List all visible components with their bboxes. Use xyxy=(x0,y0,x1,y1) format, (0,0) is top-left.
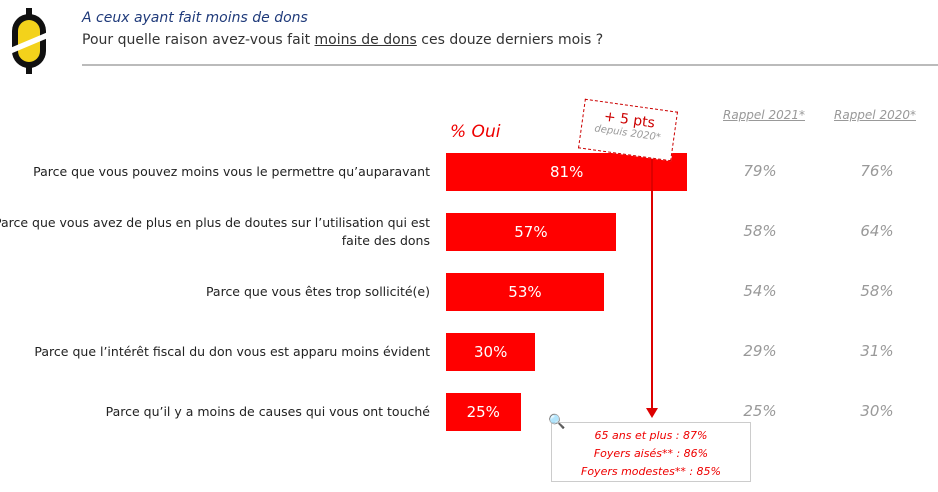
category-label: Parce que vous avez de plus en plus de d… xyxy=(0,215,430,248)
rappel-2020-value: 58% xyxy=(860,282,894,300)
bar: 30% xyxy=(446,333,536,371)
rappel-2020-value: 64% xyxy=(860,222,894,240)
header-rappel-2021: Rappel 2021* xyxy=(723,108,805,122)
bar: 25% xyxy=(446,393,521,431)
header-rappel-2020: Rappel 2020* xyxy=(834,108,916,122)
rappel-2020-value: 30% xyxy=(860,402,894,420)
category-label: Parce que l’intérêt fiscal du don vous e… xyxy=(34,344,430,359)
category-label: Parce que vous pouvez moins vous le perm… xyxy=(33,164,430,179)
rappel-2020-value: 31% xyxy=(860,342,894,360)
bar: 53% xyxy=(446,273,604,311)
bar: 57% xyxy=(446,213,616,251)
bar-value-label: 53% xyxy=(508,283,542,301)
rappel-2021-value: 29% xyxy=(743,342,777,360)
rappel-2021-value: 79% xyxy=(743,162,777,180)
divider xyxy=(82,64,938,66)
chart-title: % Oui xyxy=(450,122,501,142)
detail-line: Foyers modestes** : 85% xyxy=(581,465,721,478)
category-label: Parce qu’il y a moins de causes qui vous… xyxy=(105,404,430,419)
detail-line: 65 ans et plus : 87% xyxy=(594,429,708,442)
detail-box: 65 ans et plus : 87% Foyers aisés** : 86… xyxy=(551,422,751,482)
bar-value-label: 30% xyxy=(474,343,508,361)
rappel-2020-value: 76% xyxy=(860,162,894,180)
delta-callout: + 5 pts depuis 2020* xyxy=(577,98,679,162)
bar-value-label: 57% xyxy=(514,223,548,241)
magnifier-icon: 🔍 xyxy=(548,414,566,430)
rappel-2021-value: 58% xyxy=(743,222,777,240)
rappel-2021-value: 25% xyxy=(743,402,777,420)
category-label: Parce que vous êtes trop sollicité(e) xyxy=(205,284,430,299)
bar: 81% xyxy=(446,153,688,191)
logo-icon xyxy=(10,8,48,74)
subtitle: A ceux ayant fait moins de dons xyxy=(82,10,308,26)
detail-line: Foyers aisés** : 86% xyxy=(593,447,709,460)
arrow-head-icon xyxy=(646,408,658,418)
question: Pour quelle raison avez-vous fait moins … xyxy=(82,32,604,48)
arrow-line xyxy=(651,152,653,410)
bar-value-label: 81% xyxy=(550,163,584,181)
rappel-2021-value: 54% xyxy=(743,282,777,300)
bar-value-label: 25% xyxy=(466,403,500,421)
